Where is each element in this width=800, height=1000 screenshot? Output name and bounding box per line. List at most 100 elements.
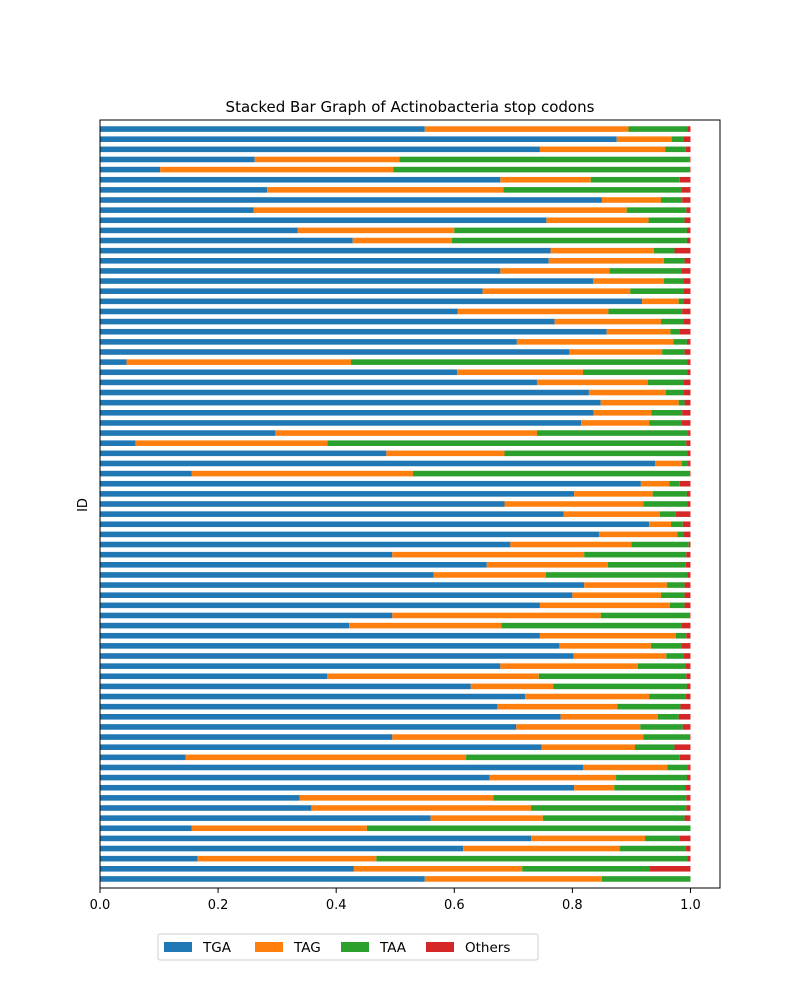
bar-segment-others-43 bbox=[686, 440, 691, 446]
bar-segment-tga-44 bbox=[100, 430, 276, 436]
bar-segment-tag-28 bbox=[572, 592, 661, 598]
bar-segment-others-63 bbox=[686, 237, 691, 244]
bar-segment-tag-47 bbox=[600, 399, 679, 406]
bar-segment-tga-67 bbox=[100, 197, 602, 203]
bar-segment-tga-30 bbox=[100, 572, 434, 578]
legend-label-tga: TGA bbox=[202, 940, 232, 956]
bar-segment-others-23 bbox=[681, 643, 691, 649]
bar-segment-others-9 bbox=[685, 784, 691, 791]
bar-segment-others-16 bbox=[678, 714, 691, 720]
bar-segment-tag-13 bbox=[541, 744, 635, 750]
bar-segment-tag-56 bbox=[457, 308, 609, 315]
bar-segment-others-58 bbox=[683, 288, 691, 294]
bar-segment-tga-70 bbox=[100, 166, 161, 173]
bar-segment-others-21 bbox=[685, 663, 691, 669]
bar-segment-others-51 bbox=[687, 359, 691, 365]
bar-segment-tga-51 bbox=[100, 359, 127, 365]
bar-segment-taa-18 bbox=[649, 693, 686, 700]
bar-segment-others-27 bbox=[684, 602, 691, 609]
bar-segment-tag-50 bbox=[457, 369, 584, 376]
bar-segment-tga-55 bbox=[100, 318, 555, 325]
x-tick-label: 1.0 bbox=[680, 898, 701, 913]
bar-segment-others-52 bbox=[684, 349, 691, 355]
bar-segment-taa-13 bbox=[634, 744, 675, 750]
bar-segment-tag-72 bbox=[539, 146, 666, 153]
bar-segment-taa-52 bbox=[662, 349, 685, 355]
legend-label-tag: TAG bbox=[293, 940, 321, 956]
bar-segment-taa-63 bbox=[451, 237, 687, 244]
bar-segment-taa-12 bbox=[466, 754, 680, 761]
bar-segment-taa-15 bbox=[640, 724, 683, 730]
bar-segment-tag-57 bbox=[642, 298, 679, 305]
bar-segment-tag-42 bbox=[386, 450, 505, 457]
bar-segment-tag-10 bbox=[489, 774, 617, 781]
bar-segment-tga-56 bbox=[100, 308, 458, 315]
bar-segment-taa-42 bbox=[504, 450, 688, 457]
bar-segment-tga-38 bbox=[100, 491, 575, 497]
bar-segment-tag-3 bbox=[463, 845, 620, 852]
bar-segment-tga-43 bbox=[100, 440, 136, 446]
bar-segment-others-11 bbox=[688, 764, 691, 771]
legend-swatch-tga bbox=[164, 942, 192, 952]
bar-segment-tga-9 bbox=[100, 784, 575, 791]
bar-segment-taa-3 bbox=[619, 845, 686, 852]
bar-segment-others-28 bbox=[684, 592, 691, 598]
bar-segment-others-56 bbox=[682, 308, 691, 315]
x-tick-label: 0.2 bbox=[208, 898, 229, 913]
legend: TGA TAG TAA Others bbox=[157, 933, 539, 961]
legend-swatch-taa bbox=[341, 942, 369, 952]
bar-segment-others-33 bbox=[688, 541, 691, 548]
bar-segment-taa-72 bbox=[665, 146, 686, 153]
bar-segment-tga-37 bbox=[100, 501, 505, 507]
bar-segment-taa-62 bbox=[653, 247, 675, 254]
bar-segment-taa-8 bbox=[493, 795, 687, 801]
bar-segment-tga-14 bbox=[100, 734, 393, 740]
bar-segment-others-65 bbox=[684, 217, 691, 224]
bar-segment-tga-7 bbox=[100, 805, 312, 811]
bar-segment-taa-11 bbox=[667, 764, 689, 771]
bar-segment-others-62 bbox=[674, 247, 691, 254]
bar-segment-tag-22 bbox=[573, 653, 667, 659]
bar-segment-tag-9 bbox=[574, 784, 615, 791]
bar-segment-tga-45 bbox=[100, 420, 582, 426]
bar-segment-taa-64 bbox=[454, 227, 687, 234]
bar-segment-taa-57 bbox=[678, 298, 684, 305]
bar-segment-taa-61 bbox=[663, 258, 685, 264]
bar-segment-tag-65 bbox=[546, 217, 649, 224]
bar-segment-taa-73 bbox=[671, 136, 684, 142]
bar-segment-tag-58 bbox=[482, 288, 631, 294]
bar-segment-tag-19 bbox=[470, 683, 554, 690]
bar-segment-others-45 bbox=[681, 420, 691, 426]
bar-segment-others-41 bbox=[688, 460, 691, 467]
bar-segment-taa-0 bbox=[601, 876, 691, 882]
bar-segment-tga-0 bbox=[100, 876, 425, 882]
bar-segment-tga-24 bbox=[100, 632, 540, 639]
bar-segment-tga-61 bbox=[100, 258, 549, 264]
bar-segment-others-72 bbox=[685, 146, 691, 153]
bar-segment-tga-69 bbox=[100, 176, 501, 183]
bar-segment-tag-69 bbox=[500, 176, 591, 183]
bar-segment-tga-6 bbox=[100, 815, 431, 821]
bar-segment-tag-67 bbox=[601, 197, 661, 203]
bar-segment-tga-62 bbox=[100, 247, 551, 254]
bar-segment-taa-68 bbox=[503, 187, 682, 193]
bar-segment-tag-74 bbox=[424, 126, 629, 132]
bar-segment-others-29 bbox=[684, 582, 691, 588]
bar-segment-taa-44 bbox=[536, 430, 689, 436]
bar-segment-tag-23 bbox=[559, 643, 651, 649]
bar-segment-tga-3 bbox=[100, 845, 464, 852]
bar-segment-others-35 bbox=[682, 521, 691, 528]
bar-segment-tag-33 bbox=[510, 541, 632, 548]
bar-segment-tag-70 bbox=[160, 166, 394, 173]
bar-segment-others-25 bbox=[681, 622, 691, 629]
bar-segment-taa-58 bbox=[630, 288, 684, 294]
bar-segment-tga-18 bbox=[100, 693, 526, 700]
bar-segment-taa-25 bbox=[501, 622, 682, 629]
bar-segment-others-18 bbox=[685, 693, 691, 700]
bar-segment-others-20 bbox=[686, 673, 691, 680]
bar-segment-tga-42 bbox=[100, 450, 387, 457]
bar-segment-taa-2 bbox=[376, 855, 688, 862]
bar-segment-taa-50 bbox=[583, 369, 688, 376]
bar-segment-tga-23 bbox=[100, 643, 560, 649]
bar-segment-tga-5 bbox=[100, 825, 192, 832]
